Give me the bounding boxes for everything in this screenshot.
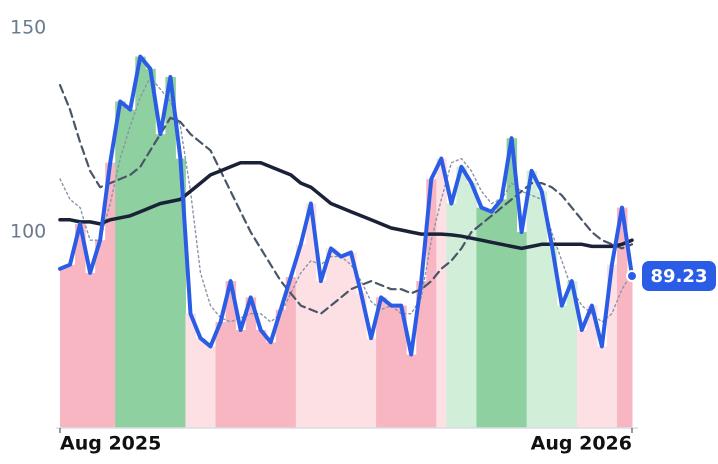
regime-bar: [616, 207, 628, 428]
regime-bar: [466, 183, 477, 428]
regime-bar: [265, 342, 277, 428]
regime-bar: [396, 305, 407, 428]
regime-bar: [315, 281, 327, 428]
regime-bar: [456, 166, 467, 428]
regime-bar: [95, 240, 106, 428]
regime-bar: [125, 109, 136, 428]
regime-bar: [85, 272, 96, 428]
regime-bar: [536, 191, 548, 428]
regime-bar: [65, 264, 76, 428]
regime-bar: [426, 179, 437, 428]
regime-bar: [516, 232, 528, 428]
regime-bar: [506, 138, 518, 428]
regime-bar: [476, 207, 487, 428]
regime-bar: [606, 264, 618, 428]
regime-bar: [185, 313, 196, 428]
x-tick-label: Aug 2026: [531, 433, 632, 455]
regime-bar: [586, 305, 598, 428]
regime-bar: [295, 244, 307, 428]
regime-bar: [205, 346, 217, 428]
regime-bar: [416, 281, 427, 428]
regime-bar: [366, 338, 377, 428]
last-value-label: 89.23: [651, 266, 708, 287]
regime-bar: [576, 330, 588, 428]
regime-bar: [376, 297, 387, 428]
x-tick-label: Aug 2025: [60, 433, 161, 455]
regime-bar: [386, 305, 397, 428]
regime-bar: [406, 354, 417, 428]
y-tick-label: 150: [10, 17, 46, 39]
regime-bar: [356, 293, 367, 428]
regime-bar: [596, 346, 608, 428]
regime-bar: [275, 309, 287, 428]
regime-bar: [215, 321, 227, 428]
regime-bar: [135, 56, 146, 428]
regime-bar: [75, 223, 86, 428]
regime-bar: [225, 281, 237, 428]
regime-bar: [496, 199, 508, 428]
regime-bar: [566, 281, 578, 428]
regime-bar: [145, 68, 156, 428]
regime-bar: [285, 276, 297, 428]
last-value-badge: 89.23: [642, 261, 716, 292]
series-line: [58, 160, 634, 251]
regime-bar: [245, 297, 257, 428]
regime-bar: [105, 162, 116, 428]
regime-bar: [60, 268, 66, 428]
regime-bar: [436, 158, 447, 428]
regime-bar: [335, 256, 347, 428]
regime-bar: [526, 170, 538, 428]
regime-bar: [446, 203, 457, 428]
regime-bar: [115, 101, 126, 428]
badge-bg: [642, 261, 716, 292]
regime-bar: [165, 76, 176, 429]
regime-bar: [626, 276, 633, 428]
regime-bar: [155, 134, 166, 429]
regime-bar: [235, 330, 247, 428]
regime-bar: [255, 330, 267, 428]
series-line: [58, 54, 634, 357]
regime-bar: [195, 338, 207, 428]
regime-bar: [546, 244, 558, 428]
regime-bar: [346, 252, 357, 428]
regime-bar: [556, 305, 568, 428]
regime-bar: [305, 203, 317, 428]
regime-bar: [175, 158, 186, 428]
last-value-dot: [626, 270, 638, 283]
regime-bar: [325, 248, 337, 428]
series-line: [59, 76, 633, 323]
y-tick-label: 100: [10, 221, 46, 243]
regime-bar: [486, 211, 498, 428]
